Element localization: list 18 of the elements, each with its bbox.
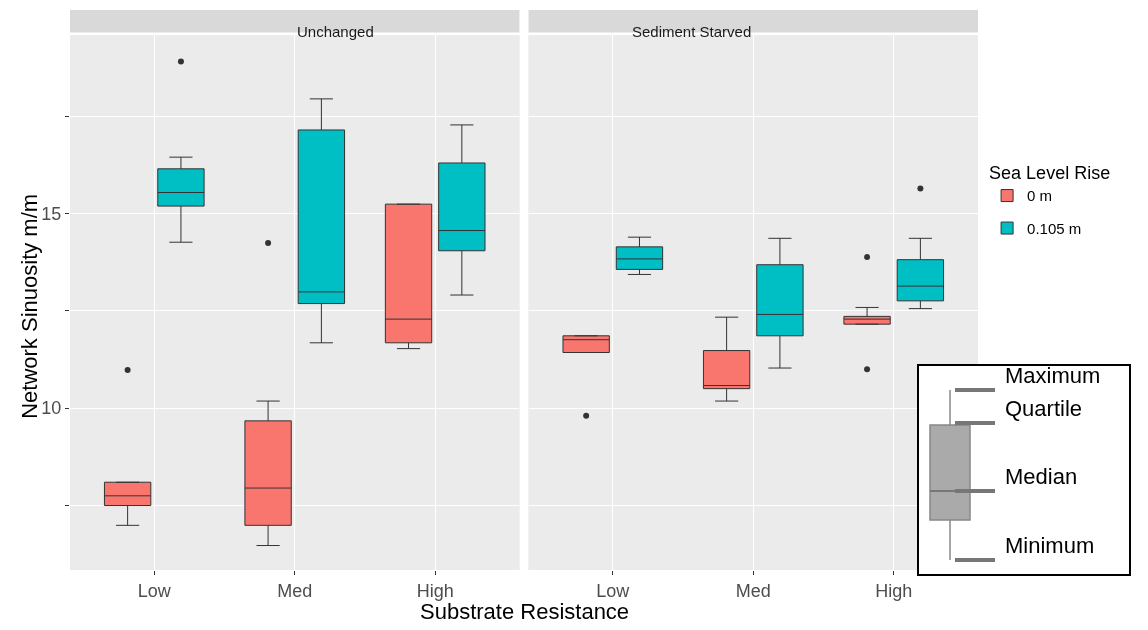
chart-title: Unchanged — [297, 23, 374, 40]
x-tick-label: Med — [735, 580, 771, 601]
x-tick-label: High — [416, 580, 454, 601]
legend-label: 0 m — [1027, 187, 1053, 205]
legend-title: Sea Level Rise — [989, 163, 1111, 184]
chart-title: Sediment Starved — [632, 23, 752, 40]
legend-label: 0.105 m — [1027, 219, 1082, 237]
x-tick-label: High — [875, 580, 913, 601]
x-tick-label: Low — [596, 580, 631, 601]
y-tick-label: 15 — [41, 204, 62, 225]
y-axis-title: Network Sinuosity m/m — [17, 193, 43, 419]
y-tick-label: 10 — [41, 398, 62, 419]
text: Minimum — [1005, 533, 1095, 558]
text: Median — [1005, 464, 1078, 489]
x-tick-label: Low — [137, 580, 172, 601]
text: Quartile — [1005, 396, 1083, 421]
text: Maximum — [1005, 363, 1101, 388]
x-tick-label: Med — [277, 580, 313, 601]
